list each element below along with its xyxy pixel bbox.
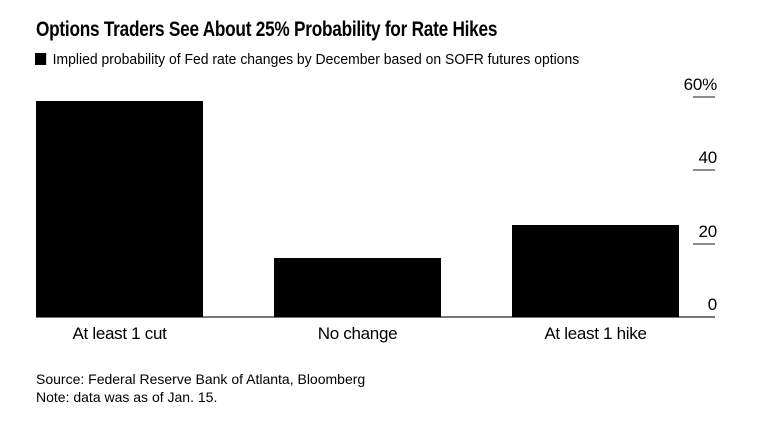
y-axis-tick-label: 60% xyxy=(683,75,718,94)
x-axis-label: At least 1 cut xyxy=(72,324,167,343)
legend-swatch-icon xyxy=(35,53,47,65)
legend: Implied probability of Fed rate changes … xyxy=(35,50,580,68)
y-axis-tick xyxy=(693,242,715,245)
legend-label: Implied probability of Fed rate changes … xyxy=(52,50,580,68)
note-line: Note: data was as of Jan. 15. xyxy=(36,389,218,405)
source-line: Source: Federal Reserve Bank of Atlanta,… xyxy=(36,371,366,387)
chart-title: Options Traders See About 25% Probabilit… xyxy=(36,18,498,41)
x-axis-label: At least 1 hike xyxy=(544,324,647,343)
bar-at-least-1-hike xyxy=(512,225,679,317)
y-axis-tick xyxy=(693,96,715,98)
y-axis-tick-label: 40 xyxy=(698,148,717,168)
source-note-block: Source: Federal Reserve Bank of Atlanta,… xyxy=(36,370,365,406)
bar-no-change xyxy=(274,258,441,317)
bar-at-least-1-cut xyxy=(36,101,203,317)
y-axis-tick xyxy=(693,169,715,172)
y-axis-tick-label: 20 xyxy=(698,221,717,241)
x-axis-baseline xyxy=(36,316,715,318)
x-axis-label: No change xyxy=(317,324,398,343)
plot-area xyxy=(36,97,679,317)
y-axis-tick-label: 0 xyxy=(707,295,717,314)
